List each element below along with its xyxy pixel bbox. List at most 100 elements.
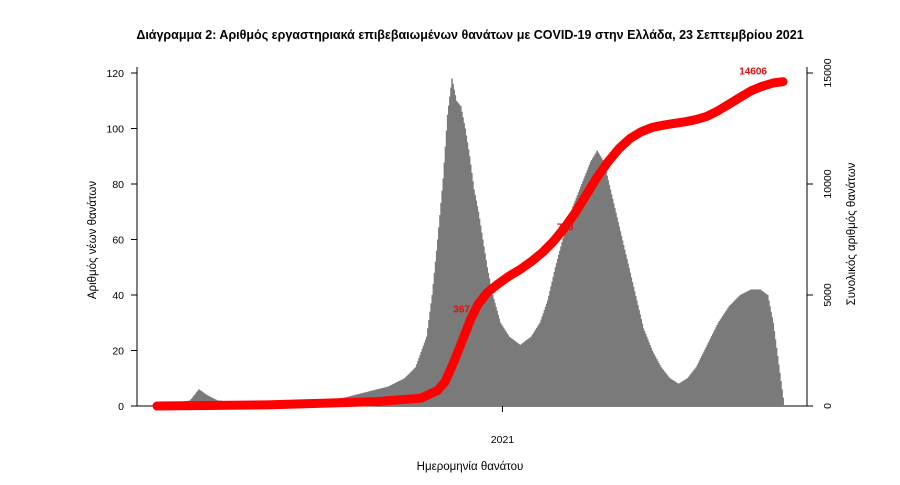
bar (458, 104, 461, 406)
bar (500, 324, 503, 406)
bar (525, 340, 527, 406)
bar (712, 333, 714, 406)
bar (641, 323, 644, 406)
bar (723, 314, 725, 406)
bar (413, 368, 416, 406)
bar (716, 324, 718, 406)
bar (688, 375, 691, 406)
bar (567, 220, 570, 406)
bar (611, 198, 614, 406)
bar (596, 150, 599, 406)
bar (549, 291, 551, 406)
bar (752, 289, 755, 406)
bar (407, 374, 409, 406)
bar (574, 200, 577, 406)
bar (389, 385, 392, 406)
bar (698, 360, 701, 406)
bar (680, 382, 682, 406)
annotations: 367 720 14606 (453, 67, 767, 316)
bar (498, 318, 501, 406)
bar (754, 289, 757, 406)
bar (699, 358, 702, 406)
bar (609, 189, 612, 406)
bar (401, 379, 404, 406)
bar (552, 276, 555, 406)
bar (607, 180, 610, 406)
bar (719, 319, 722, 406)
bar (585, 172, 588, 406)
bar (763, 292, 766, 406)
bar (484, 253, 486, 406)
bar (639, 314, 641, 406)
bar (409, 372, 411, 406)
bar (492, 295, 494, 406)
bar (461, 111, 463, 406)
bar (529, 337, 531, 406)
bar (202, 392, 205, 406)
bar (776, 356, 779, 406)
bar (573, 203, 575, 406)
bar (710, 336, 713, 406)
bar (661, 368, 663, 406)
y2-tick-label: 15000 (822, 58, 834, 87)
bar (745, 292, 747, 406)
bar (624, 249, 626, 406)
bar (466, 142, 469, 406)
bar (580, 186, 582, 406)
bar (765, 294, 768, 406)
bar (589, 161, 592, 406)
bar (738, 296, 740, 406)
bar (445, 130, 448, 407)
bar (749, 290, 751, 406)
bar (599, 156, 602, 406)
bar (778, 364, 780, 406)
bar (435, 250, 438, 406)
bar (427, 328, 429, 406)
bar (550, 286, 552, 406)
chart-title: Διάγραμμα 2: Αριθμός εργαστηριακά επιβεβ… (136, 28, 803, 42)
bar (561, 242, 563, 406)
bar (403, 378, 406, 406)
bar (706, 344, 709, 406)
bar (643, 331, 646, 406)
bar (451, 78, 453, 407)
bar (554, 267, 557, 406)
bar (504, 329, 506, 406)
bar (572, 206, 574, 406)
bar (514, 340, 516, 406)
bar (660, 367, 662, 406)
bar (630, 277, 633, 406)
bar (682, 381, 684, 406)
cumulative-series (152, 77, 788, 411)
bar (635, 295, 637, 406)
bar (483, 246, 485, 406)
bar (465, 135, 468, 406)
bar (665, 374, 668, 406)
bar (657, 360, 659, 406)
bar (582, 181, 584, 406)
bar (695, 367, 698, 406)
bar (482, 239, 484, 406)
bar (737, 297, 739, 406)
bar (616, 217, 618, 406)
bar (691, 372, 693, 406)
bar (541, 316, 544, 406)
bar (532, 333, 535, 406)
annotation-label: 367 (453, 305, 470, 316)
bar (673, 381, 676, 406)
x-tick-label: 2021 (491, 434, 515, 446)
bar (587, 167, 590, 406)
bar (493, 298, 495, 406)
bar (400, 379, 403, 406)
bar (388, 386, 391, 406)
bar (608, 184, 611, 406)
y-tick-label: 120 (106, 68, 124, 80)
bar (439, 215, 441, 406)
bar (627, 263, 629, 406)
bar (431, 295, 433, 406)
bar (593, 156, 595, 406)
bar (670, 378, 672, 406)
bar (392, 383, 395, 406)
bar (622, 245, 625, 406)
bar (671, 379, 673, 406)
